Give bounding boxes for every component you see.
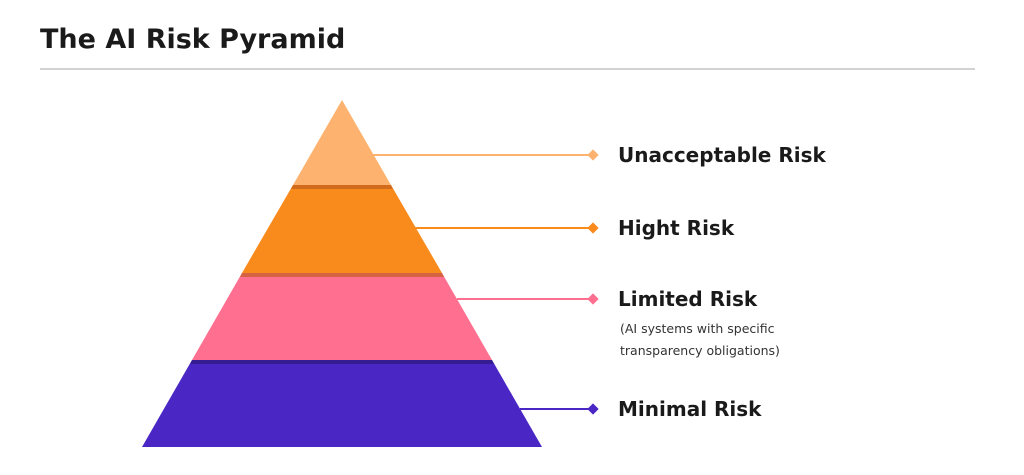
tier-label: Hight Risk [618, 216, 735, 240]
tier-shadow [240, 273, 444, 277]
connector-dot [587, 222, 599, 234]
page-title: The AI Risk Pyramid [40, 24, 345, 55]
connector-dot [587, 403, 599, 415]
tier-shadow [190, 360, 494, 364]
tier-unacceptable [293, 100, 391, 185]
tier-label: Unacceptable Risk [618, 143, 826, 167]
tier-label: Minimal Risk [618, 397, 762, 421]
tier-limited [192, 273, 492, 360]
tier-label: Limited Risk [618, 287, 758, 311]
tier-minimal [142, 360, 542, 447]
connector-dot [587, 293, 599, 305]
connector-dot [587, 149, 599, 161]
tier-note: transparency obligations) [620, 343, 780, 358]
tier-note: (AI systems with specific [620, 321, 775, 336]
tier-high [242, 185, 442, 273]
tier-shadow [291, 185, 393, 189]
